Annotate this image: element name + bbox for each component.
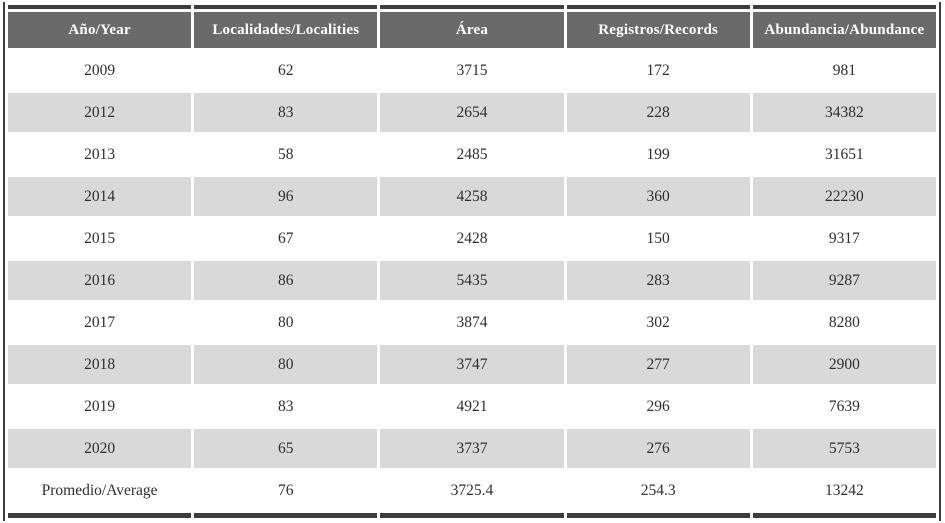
column-header: Abundancia/Abundance	[752, 12, 936, 48]
value-cell: 172	[566, 51, 750, 90]
row-label-cell: 2020	[8, 429, 192, 468]
table-head: Año/Year Localidades/Localities Área Regist…	[8, 5, 936, 48]
value-cell: 3725.4	[380, 471, 564, 510]
value-cell: 34382	[752, 93, 936, 132]
border-bar-segment	[380, 513, 564, 518]
value-cell: 2428	[380, 219, 564, 258]
value-cell: 9287	[752, 261, 936, 300]
bottom-border-bar	[8, 513, 936, 518]
value-cell: 5435	[380, 261, 564, 300]
row-label-cell: Promedio/Average	[8, 471, 192, 510]
border-bar-segment	[8, 513, 192, 518]
row-label-cell: 2017	[8, 303, 192, 342]
value-cell: 80	[194, 345, 378, 384]
value-cell: 254.3	[566, 471, 750, 510]
table-row: 2015 67 2428 150 9317	[8, 219, 936, 258]
row-label-cell: 2014	[8, 177, 192, 216]
value-cell: 96	[194, 177, 378, 216]
table-row: 2014 96 4258 360 22230	[8, 177, 936, 216]
value-cell: 277	[566, 345, 750, 384]
row-label-cell: 2016	[8, 261, 192, 300]
value-cell: 5753	[752, 429, 936, 468]
value-cell: 83	[194, 387, 378, 426]
border-bar-segment	[194, 5, 378, 9]
value-cell: 8280	[752, 303, 936, 342]
border-bar-segment	[566, 513, 750, 518]
row-label-cell: 2018	[8, 345, 192, 384]
table-row: 2013 58 2485 199 31651	[8, 135, 936, 174]
value-cell: 199	[566, 135, 750, 174]
header-row: Año/Year Localidades/Localities Área Regist…	[8, 12, 936, 48]
table-row: 2012 83 2654 228 34382	[8, 93, 936, 132]
border-bar-segment	[8, 5, 192, 9]
value-cell: 67	[194, 219, 378, 258]
column-header: Registros/Records	[566, 12, 750, 48]
value-cell: 276	[566, 429, 750, 468]
border-bar-segment	[752, 5, 936, 9]
value-cell: 283	[566, 261, 750, 300]
row-label-cell: 2013	[8, 135, 192, 174]
value-cell: 31651	[752, 135, 936, 174]
table-row: Promedio/Average 76 3725.4 254.3 13242	[8, 471, 936, 510]
value-cell: 58	[194, 135, 378, 174]
table-row: 2017 80 3874 302 8280	[8, 303, 936, 342]
value-cell: 360	[566, 177, 750, 216]
value-cell: 4921	[380, 387, 564, 426]
table-row: 2019 83 4921 296 7639	[8, 387, 936, 426]
table-foot	[8, 513, 936, 518]
value-cell: 296	[566, 387, 750, 426]
value-cell: 2900	[752, 345, 936, 384]
row-label-cell: 2019	[8, 387, 192, 426]
border-bar-segment	[752, 513, 936, 518]
border-bar-segment	[566, 5, 750, 9]
value-cell: 2485	[380, 135, 564, 174]
row-label-cell: 2009	[8, 51, 192, 90]
value-cell: 3874	[380, 303, 564, 342]
value-cell: 3747	[380, 345, 564, 384]
value-cell: 7639	[752, 387, 936, 426]
value-cell: 2654	[380, 93, 564, 132]
table-body: 2009 62 3715 172 981 2012 83 2654 228 34382 2013 58…	[8, 51, 936, 510]
value-cell: 65	[194, 429, 378, 468]
row-label-cell: 2012	[8, 93, 192, 132]
top-border-bar	[8, 5, 936, 9]
value-cell: 9317	[752, 219, 936, 258]
value-cell: 13242	[752, 471, 936, 510]
value-cell: 80	[194, 303, 378, 342]
value-cell: 302	[566, 303, 750, 342]
column-header: Localidades/Localities	[194, 12, 378, 48]
row-label-cell: 2015	[8, 219, 192, 258]
value-cell: 3715	[380, 51, 564, 90]
value-cell: 4258	[380, 177, 564, 216]
value-cell: 3737	[380, 429, 564, 468]
yearly-records-table: Año/Year Localidades/Localities Área Regist…	[5, 2, 939, 521]
value-cell: 22230	[752, 177, 936, 216]
value-cell: 150	[566, 219, 750, 258]
column-header: Año/Year	[8, 12, 192, 48]
table-row: 2016 86 5435 283 9287	[8, 261, 936, 300]
value-cell: 62	[194, 51, 378, 90]
border-bar-segment	[194, 513, 378, 518]
value-cell: 83	[194, 93, 378, 132]
border-bar-segment	[380, 5, 564, 9]
table-row: 2020 65 3737 276 5753	[8, 429, 936, 468]
value-cell: 981	[752, 51, 936, 90]
data-table-frame: Año/Year Localidades/Localities Área Regist…	[3, 2, 941, 521]
table-row: 2009 62 3715 172 981	[8, 51, 936, 90]
table-row: 2018 80 3747 277 2900	[8, 345, 936, 384]
value-cell: 76	[194, 471, 378, 510]
column-header: Área	[380, 12, 564, 48]
value-cell: 228	[566, 93, 750, 132]
value-cell: 86	[194, 261, 378, 300]
